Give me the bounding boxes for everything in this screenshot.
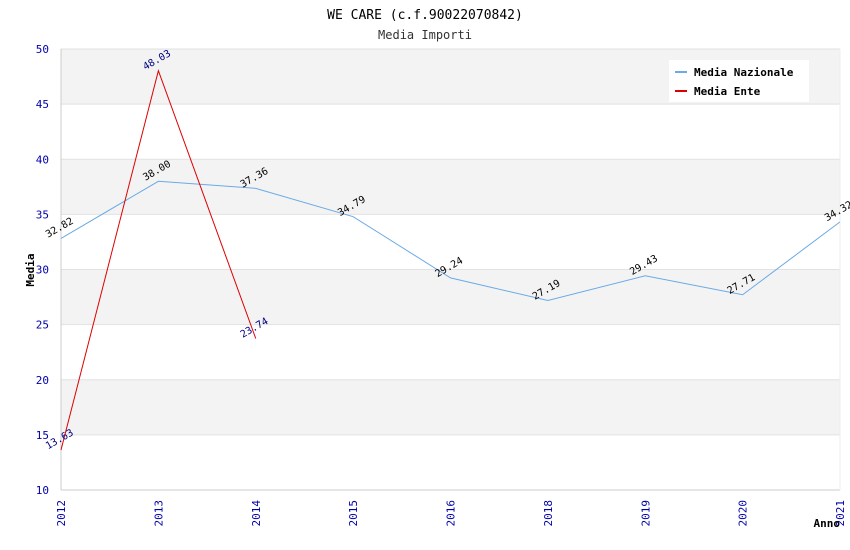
chart-title: WE CARE (c.f.90022070842) — [327, 8, 523, 23]
y-tick-label: 15 — [36, 429, 49, 442]
series-group — [60, 69, 841, 451]
series-line-1 — [60, 180, 841, 301]
y-tick-label: 25 — [36, 319, 49, 332]
series-line-2 — [60, 69, 257, 451]
y-tick-label: 50 — [36, 43, 49, 56]
legend-entry-label: Media Ente — [694, 85, 761, 98]
legend-entry-label: Media Nazionale — [694, 66, 794, 79]
plot-band — [61, 324, 840, 380]
y-tick-labels: 10 15 20 25 30 35 40 45 50 — [36, 43, 49, 497]
x-tick-label: 2019 — [639, 500, 652, 527]
legend-box — [669, 60, 809, 102]
x-tick-label: 2018 — [542, 500, 555, 527]
x-tick-label: 2013 — [152, 500, 165, 527]
plot-band — [61, 104, 840, 160]
x-tick-label: 2021 — [834, 500, 847, 527]
x-tick-label: 2020 — [737, 500, 750, 527]
plot-background-bands — [61, 49, 840, 490]
x-axis-label: Anno — [814, 517, 841, 530]
y-tick-label: 40 — [36, 153, 49, 166]
plot-band — [61, 434, 840, 490]
x-tick-labels: 2012 2013 2014 2015 2016 2018 2019 2020 2021 — [55, 500, 847, 527]
chart-subtitle: Media Importi — [378, 28, 472, 42]
axes — [60, 49, 841, 491]
y-tick-label: 10 — [36, 484, 49, 497]
y-tick-label: 45 — [36, 98, 49, 111]
y-tick-label: 30 — [36, 264, 49, 277]
y-tick-label: 35 — [36, 208, 49, 221]
legend: Media Nazionale Media Ente — [669, 60, 809, 102]
x-tick-label: 2015 — [347, 500, 360, 527]
plot-band — [61, 269, 840, 325]
x-tick-label: 2012 — [55, 500, 68, 527]
plot-band — [61, 214, 840, 270]
plot-band — [61, 159, 840, 215]
x-tick-label: 2016 — [445, 500, 458, 527]
plot-band — [61, 379, 840, 435]
y-tick-label: 20 — [36, 374, 49, 387]
x-tick-label: 2014 — [250, 500, 263, 527]
y-axis-label: Media — [24, 253, 37, 286]
